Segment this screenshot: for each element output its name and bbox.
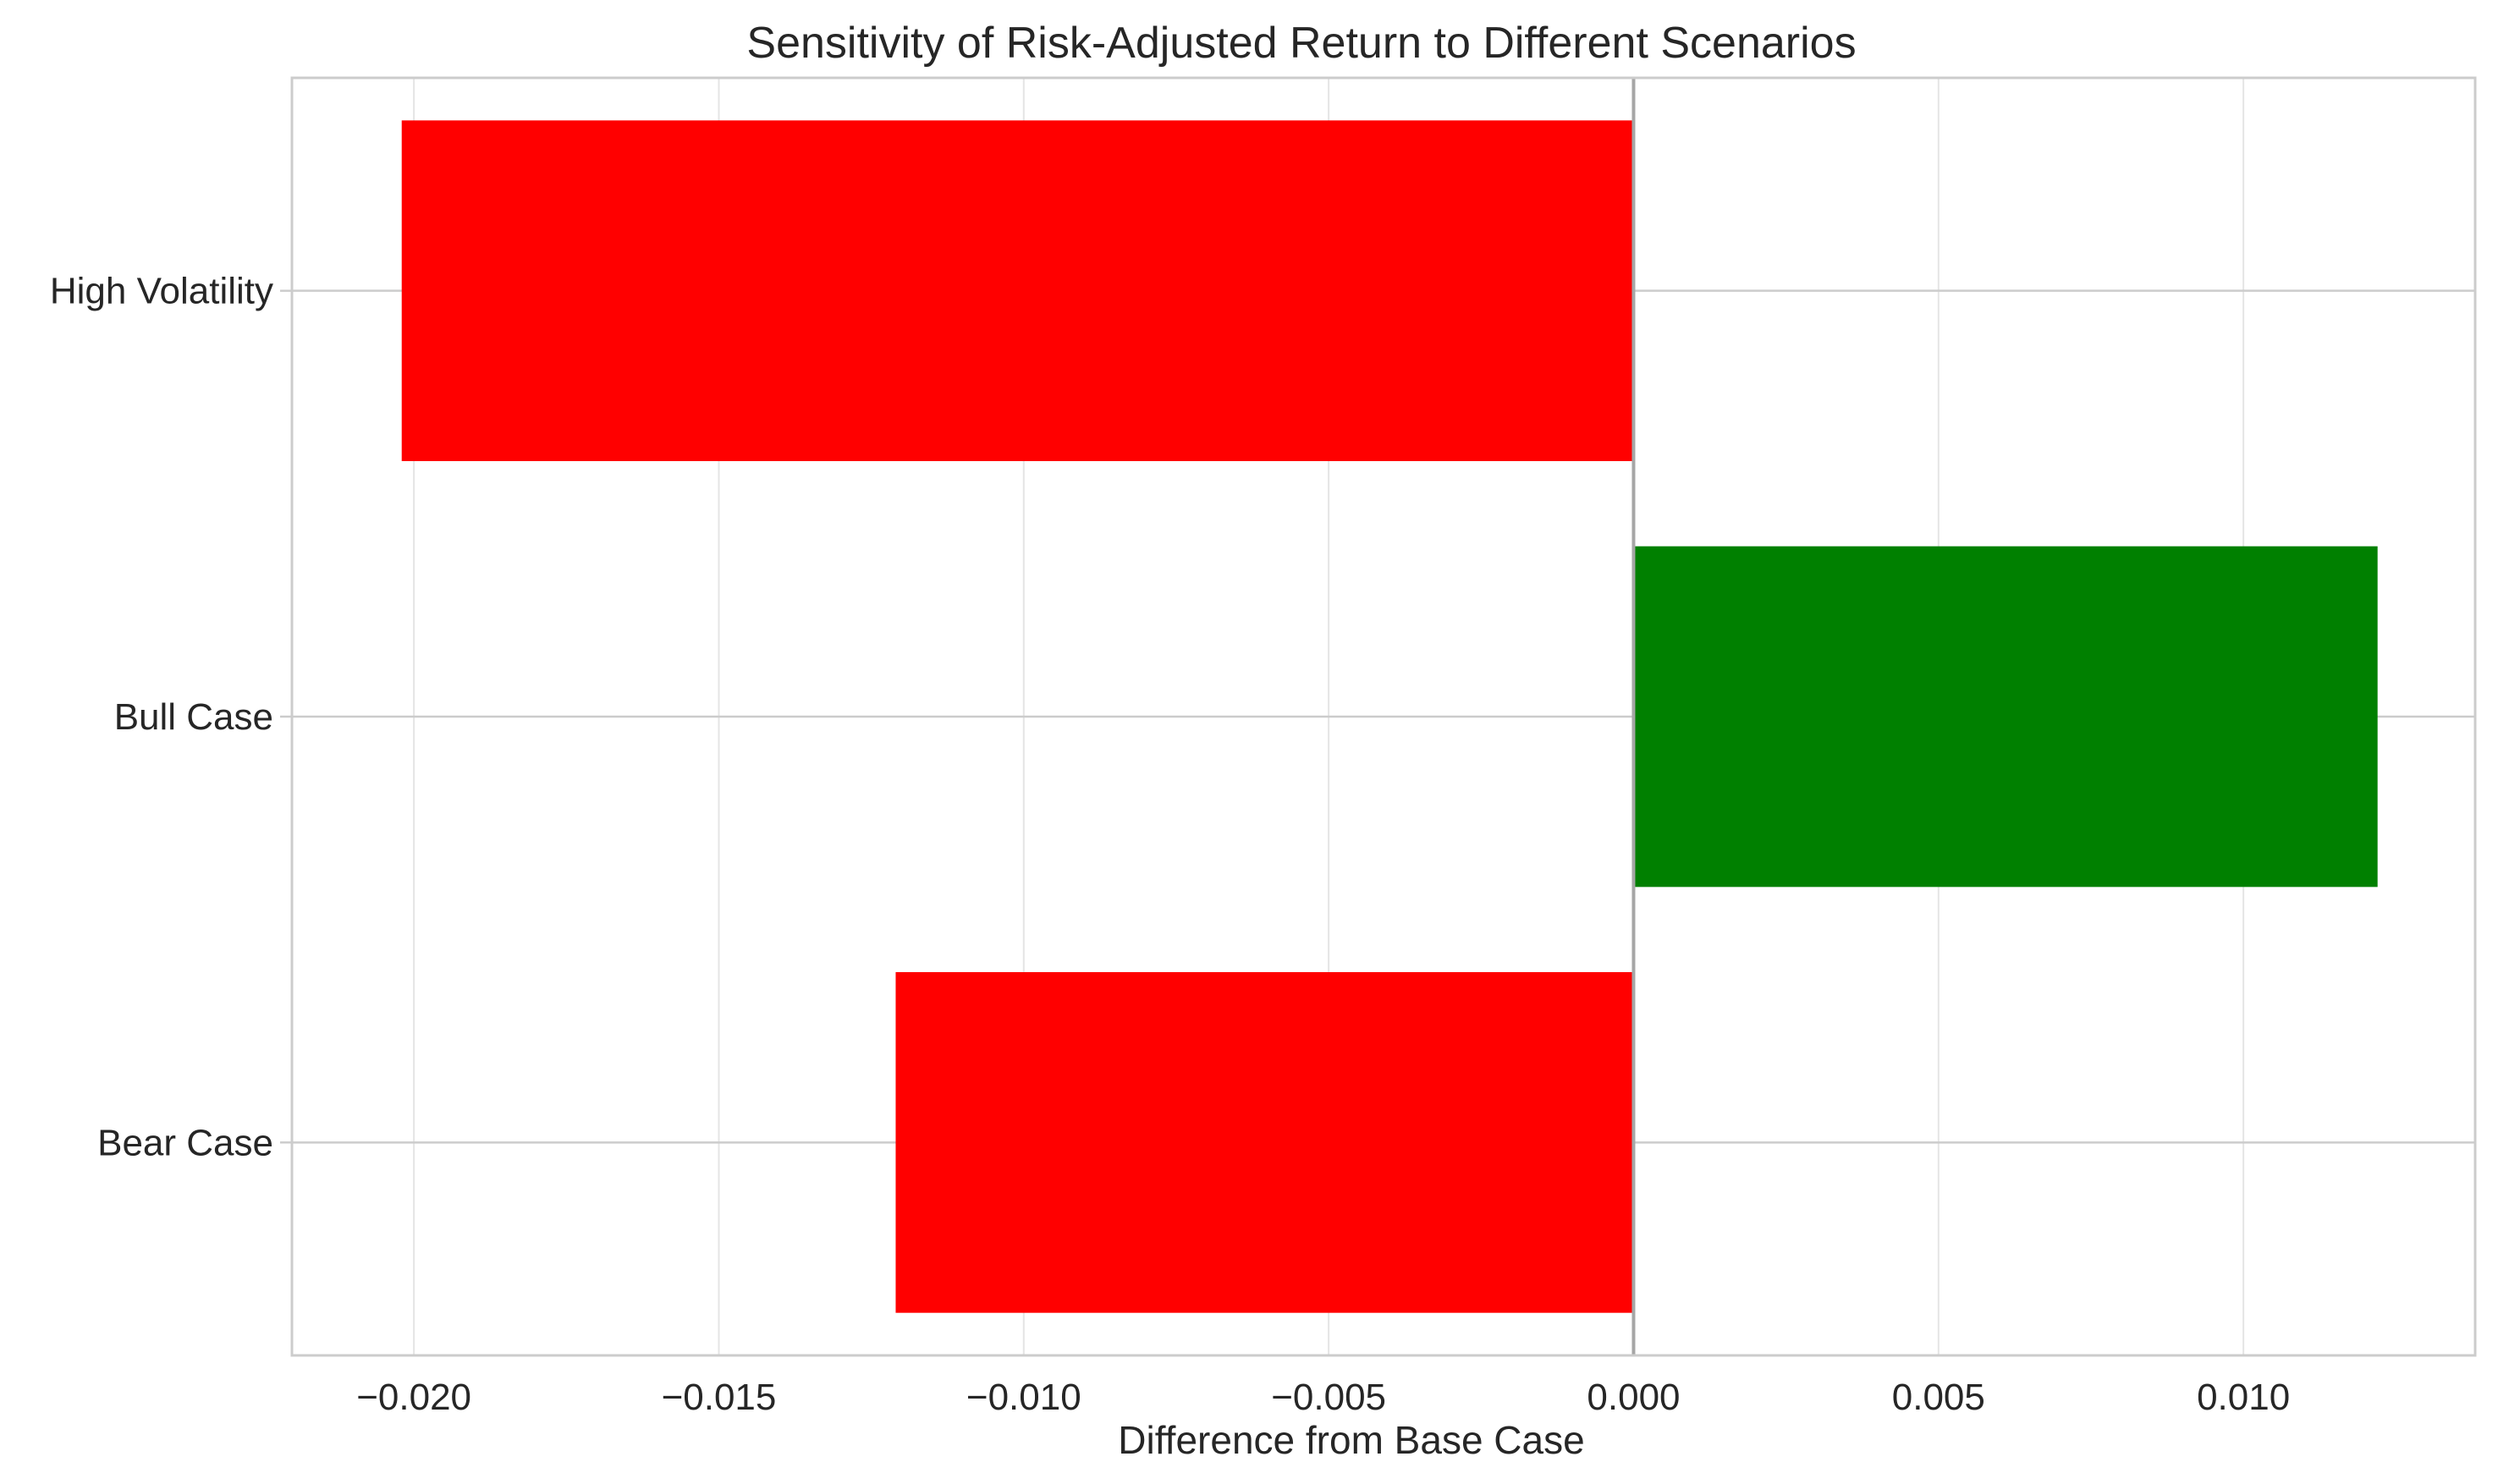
x-tick-label: −0.015: [662, 1377, 777, 1418]
x-tick-label: −0.020: [356, 1377, 471, 1418]
category-label: Bear Case: [97, 1122, 273, 1163]
bar-high-volatility: [401, 120, 1634, 462]
bar-bear-case: [895, 972, 1634, 1313]
tick-layer: −0.020 −0.015 −0.010 −0.005 0.000 0.005 0.010 H…: [50, 271, 2290, 1418]
x-tick-label: −0.010: [966, 1377, 1081, 1418]
bar-layer: [401, 120, 2378, 1313]
chart-title: Sensitivity of Risk-Adjusted Return to D…: [746, 19, 1856, 68]
x-tick-label: 0.010: [2197, 1377, 2290, 1418]
x-tick-label: 0.005: [1892, 1377, 1985, 1418]
x-tick-label: −0.005: [1271, 1377, 1386, 1418]
category-label: High Volatility: [50, 271, 273, 312]
x-axis-title: Difference from Base Case: [1118, 1418, 1584, 1462]
bar-bull-case: [1633, 546, 2378, 888]
category-label: Bull Case: [114, 696, 273, 738]
x-tick-label: 0.000: [1587, 1377, 1680, 1418]
